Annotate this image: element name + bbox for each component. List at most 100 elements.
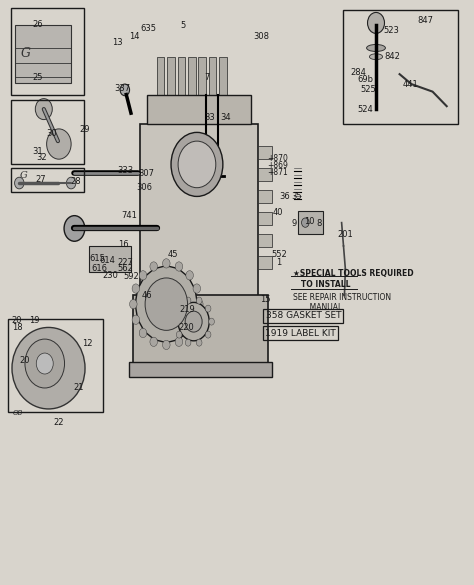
Bar (219, 57, 227, 95)
Text: 201: 201 (337, 230, 353, 239)
Text: 227: 227 (118, 258, 134, 267)
Text: 847: 847 (418, 16, 434, 25)
Circle shape (150, 262, 157, 271)
Bar (298, 211, 323, 234)
Text: 1919 LABEL KIT: 1919 LABEL KIT (265, 329, 336, 338)
Circle shape (46, 129, 71, 159)
Text: 9: 9 (291, 219, 296, 228)
Bar (140, 123, 258, 298)
Bar (258, 168, 273, 181)
Circle shape (178, 141, 216, 188)
Text: 1: 1 (276, 258, 281, 267)
Circle shape (186, 328, 193, 338)
Circle shape (171, 132, 223, 197)
Text: 5: 5 (181, 21, 186, 30)
Bar (258, 234, 273, 247)
Text: 34: 34 (220, 113, 231, 122)
Bar (147, 95, 251, 123)
Text: 337: 337 (115, 84, 131, 93)
Circle shape (25, 339, 64, 388)
Text: 615: 615 (90, 254, 105, 263)
Text: 12: 12 (82, 339, 93, 347)
Text: 8: 8 (316, 219, 321, 228)
Text: 523: 523 (383, 26, 399, 35)
Text: +871: +871 (268, 168, 288, 177)
Circle shape (367, 12, 384, 33)
Circle shape (120, 84, 129, 96)
Text: 592: 592 (123, 271, 139, 281)
Circle shape (163, 340, 170, 350)
Text: 69b: 69b (357, 75, 373, 84)
Text: 230: 230 (103, 270, 118, 280)
Circle shape (185, 311, 202, 332)
Circle shape (64, 216, 85, 241)
Circle shape (136, 266, 197, 342)
Bar (11, 8, 84, 95)
Text: 219: 219 (180, 305, 195, 315)
Text: 16: 16 (118, 240, 129, 249)
Text: 27: 27 (36, 175, 46, 184)
Text: OB: OB (13, 410, 23, 416)
Bar (258, 190, 273, 203)
Bar (89, 246, 131, 272)
Circle shape (176, 331, 182, 338)
Text: 10: 10 (304, 217, 315, 226)
Ellipse shape (366, 44, 385, 51)
Text: 40: 40 (273, 208, 283, 216)
Text: 45: 45 (168, 250, 178, 259)
Text: SEE REPAIR INSTRUCTION
       MANUAL: SEE REPAIR INSTRUCTION MANUAL (292, 292, 391, 312)
Circle shape (196, 297, 202, 304)
Bar (15, 25, 71, 83)
Text: 31: 31 (32, 147, 43, 156)
Text: 306: 306 (137, 183, 153, 192)
Circle shape (15, 177, 24, 189)
Text: 28: 28 (71, 177, 81, 187)
Text: 552: 552 (271, 250, 287, 259)
Circle shape (175, 337, 182, 346)
Circle shape (36, 99, 52, 119)
Text: 22: 22 (53, 418, 64, 427)
Circle shape (145, 278, 188, 331)
Text: 616: 616 (92, 264, 108, 273)
Circle shape (196, 339, 202, 346)
Bar (209, 57, 216, 95)
Circle shape (132, 284, 140, 293)
Bar (167, 57, 175, 95)
Text: G: G (20, 171, 28, 180)
Text: 35: 35 (291, 192, 302, 201)
Bar (178, 57, 185, 95)
Text: 220: 220 (178, 323, 194, 332)
Bar (9, 319, 103, 412)
Circle shape (193, 284, 201, 293)
Text: 14: 14 (128, 32, 139, 41)
Text: 18: 18 (12, 323, 22, 332)
Circle shape (176, 305, 182, 312)
Circle shape (193, 315, 201, 325)
Circle shape (175, 262, 182, 271)
Circle shape (205, 305, 211, 312)
Circle shape (173, 318, 179, 325)
Circle shape (139, 328, 147, 338)
Text: 525: 525 (360, 85, 376, 94)
Text: 284: 284 (350, 68, 366, 77)
Bar (11, 101, 84, 164)
Text: 33: 33 (204, 113, 215, 122)
Text: 20: 20 (19, 356, 30, 365)
Text: 562: 562 (118, 264, 134, 273)
Circle shape (185, 297, 191, 304)
Text: 741: 741 (121, 211, 137, 219)
Bar (157, 57, 164, 95)
Text: 333: 333 (117, 166, 133, 175)
Text: 7: 7 (204, 73, 210, 81)
Bar (258, 212, 273, 225)
Text: 308: 308 (254, 32, 270, 41)
Text: ★SPECIAL TOOLS REQUIRED
   TO INSTALL: ★SPECIAL TOOLS REQUIRED TO INSTALL (292, 269, 413, 288)
Circle shape (150, 337, 157, 346)
Circle shape (301, 218, 309, 228)
Bar (343, 10, 458, 123)
Bar (198, 57, 206, 95)
Text: 25: 25 (32, 73, 43, 81)
Text: 524: 524 (357, 105, 373, 113)
Circle shape (66, 177, 76, 189)
Text: 441: 441 (403, 80, 419, 88)
